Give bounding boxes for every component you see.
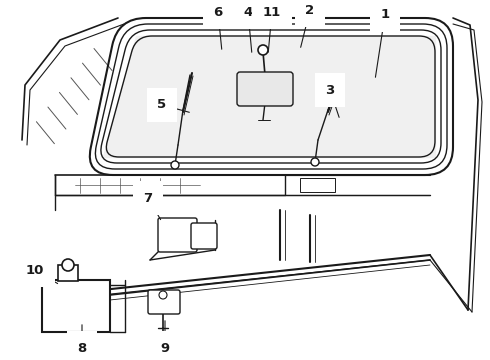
Bar: [58, 265, 78, 281]
Text: 6: 6: [213, 5, 222, 18]
Circle shape: [258, 45, 268, 55]
Circle shape: [159, 291, 167, 299]
Text: 9: 9: [160, 342, 170, 355]
Text: 7: 7: [144, 192, 152, 204]
Text: 11: 11: [263, 5, 281, 18]
Text: 8: 8: [77, 342, 87, 355]
FancyBboxPatch shape: [148, 290, 180, 314]
Bar: [300, 178, 335, 192]
Text: 5: 5: [157, 99, 167, 112]
FancyBboxPatch shape: [191, 223, 217, 249]
Circle shape: [311, 158, 319, 166]
Text: 4: 4: [244, 5, 253, 18]
Circle shape: [171, 161, 179, 169]
Text: 2: 2: [305, 4, 315, 17]
Text: 1: 1: [380, 9, 390, 22]
Text: 10: 10: [26, 264, 44, 276]
Text: 3: 3: [325, 84, 335, 96]
Bar: [42, 280, 110, 332]
Polygon shape: [103, 36, 435, 157]
Circle shape: [62, 259, 74, 271]
FancyBboxPatch shape: [237, 72, 293, 106]
FancyBboxPatch shape: [158, 218, 197, 252]
